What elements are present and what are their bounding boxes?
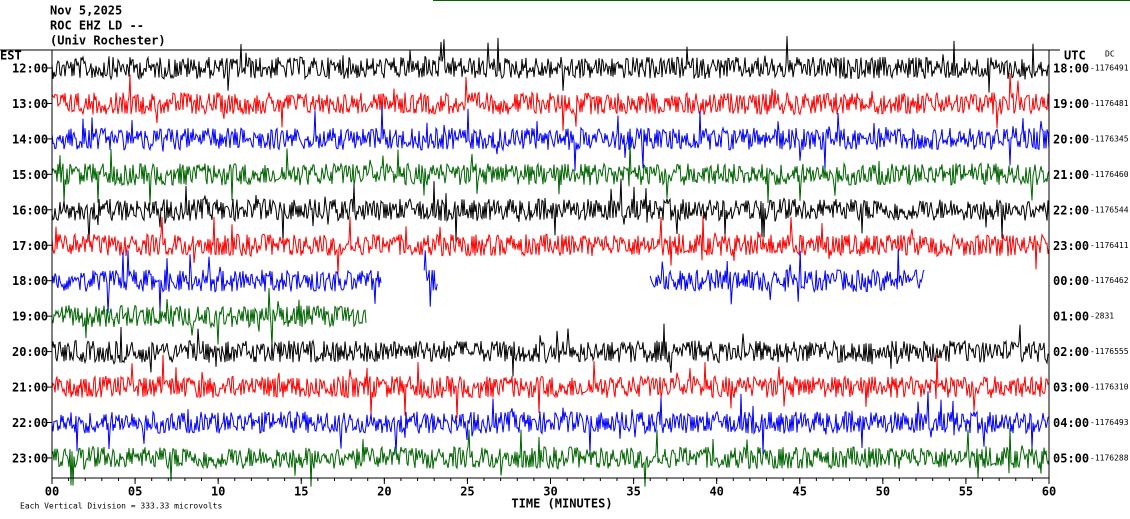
est-label: 23:00 (12, 451, 48, 465)
utc-label: 20:00 (1053, 132, 1089, 146)
trace (51, 250, 382, 314)
place: (Univ Rochester) (50, 34, 166, 48)
trace (51, 428, 1050, 487)
trace (51, 178, 1050, 242)
est-label: 18:00 (12, 274, 48, 288)
offset-label: -2831 (1090, 312, 1114, 321)
offset-label: -1176411 (1090, 241, 1129, 250)
est-label: 15:00 (12, 168, 48, 182)
trace (51, 323, 1050, 377)
trace (423, 250, 438, 307)
trace (51, 106, 1050, 171)
utc-label: 00:00 (1053, 274, 1089, 288)
utc-label: 23:00 (1053, 239, 1089, 253)
right-zone: UTC (1064, 49, 1086, 63)
est-label: 19:00 (12, 310, 48, 324)
trace (51, 142, 1050, 206)
offset-label: -1176544 (1090, 205, 1129, 214)
trace (51, 288, 367, 348)
x-tick-label: 45 (793, 485, 807, 499)
x-tick-label: 15 (294, 485, 308, 499)
trace (51, 391, 1050, 455)
est-label: 21:00 (12, 381, 48, 395)
x-tick-label: 35 (626, 485, 640, 499)
dc-label: DC (1105, 50, 1115, 59)
date: Nov 5,2025 (50, 4, 122, 18)
offset-label: -1176481 (1090, 99, 1129, 108)
est-label: 16:00 (12, 203, 48, 217)
utc-label: 05:00 (1053, 451, 1089, 465)
offset-label: -1176491 (1090, 64, 1129, 73)
x-label: TIME (MINUTES) (511, 497, 612, 511)
utc-label: 21:00 (1053, 168, 1089, 182)
utc-label: 03:00 (1053, 381, 1089, 395)
est-label: 20:00 (12, 345, 48, 359)
utc-label: 18:00 (1053, 62, 1089, 76)
traces (51, 36, 1050, 487)
station: ROC EHZ LD -- (50, 19, 144, 33)
est-label: 14:00 (12, 132, 48, 146)
est-label: 13:00 (12, 97, 48, 111)
x-tick-label: 55 (959, 485, 973, 499)
trace (649, 249, 925, 305)
est-label: 12:00 (12, 62, 48, 76)
utc-label: 01:00 (1053, 310, 1089, 324)
x-tick-label: 05 (128, 485, 142, 499)
offset-label: -1176345 (1090, 134, 1129, 143)
est-label: 22:00 (12, 416, 48, 430)
offset-label: -1176288 (1090, 453, 1129, 462)
x-tick-label: 60 (1042, 485, 1056, 499)
x-tick-label: 20 (377, 485, 391, 499)
offset-label: -1176493 (1090, 418, 1129, 427)
offset-label: -1176460 (1090, 170, 1129, 179)
trace (51, 354, 1050, 419)
trace (51, 72, 1050, 131)
x-tick-label: 40 (709, 485, 723, 499)
offset-label: -1176462 (1090, 276, 1129, 285)
est-label: 17:00 (12, 239, 48, 253)
x-tick-label: 30 (543, 485, 557, 499)
offset-label: -1176555 (1090, 347, 1129, 356)
trace (51, 215, 1050, 274)
utc-label: 02:00 (1053, 345, 1089, 359)
trace (51, 36, 1050, 93)
utc-label: 22:00 (1053, 203, 1089, 217)
utc-label: 19:00 (1053, 97, 1089, 111)
utc-label: 04:00 (1053, 416, 1089, 430)
x-tick-label: 10 (211, 485, 225, 499)
offset-label: -1176310 (1090, 383, 1129, 392)
x-tick-label: 25 (460, 485, 474, 499)
x-tick-label: 50 (876, 485, 890, 499)
x-tick-label: 00 (45, 485, 59, 499)
left-zone: EST (0, 49, 22, 63)
footnote: Each Vertical Division = 333.33 microvol… (20, 502, 222, 511)
